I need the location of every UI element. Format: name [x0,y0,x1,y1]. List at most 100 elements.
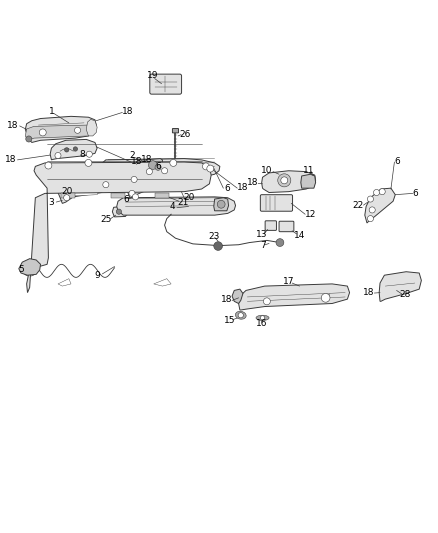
Text: 9: 9 [94,271,100,280]
Text: 4: 4 [169,203,175,212]
Text: 3: 3 [49,198,54,207]
Polygon shape [101,158,220,180]
Circle shape [146,168,152,175]
Circle shape [86,151,92,157]
Text: 12: 12 [305,210,316,219]
Circle shape [26,136,32,142]
Circle shape [321,294,330,302]
Circle shape [379,189,385,195]
Polygon shape [232,289,243,303]
Text: 23: 23 [208,231,219,240]
Circle shape [73,147,78,151]
Text: 18: 18 [141,156,153,164]
Polygon shape [19,259,41,275]
Text: 15: 15 [224,317,236,326]
Text: 2: 2 [129,151,135,160]
Circle shape [238,313,244,318]
Text: 1: 1 [49,108,54,117]
Circle shape [39,129,46,136]
Circle shape [155,164,161,171]
Polygon shape [111,192,125,198]
Circle shape [278,174,291,187]
Text: 18: 18 [5,156,17,164]
Text: 20: 20 [62,187,73,196]
Circle shape [131,176,137,182]
Circle shape [74,127,81,133]
Polygon shape [301,174,316,188]
Text: 18: 18 [221,295,233,304]
Polygon shape [86,119,97,136]
Text: 6: 6 [225,184,230,192]
Text: 18: 18 [122,107,133,116]
Ellipse shape [256,315,269,320]
Polygon shape [25,125,95,140]
Text: 7: 7 [261,241,266,250]
Text: 25: 25 [100,215,112,224]
Circle shape [85,159,92,166]
Text: 20: 20 [184,193,195,202]
Circle shape [367,215,374,222]
Text: 19: 19 [147,71,159,80]
Circle shape [367,196,374,202]
Circle shape [132,194,138,200]
Text: 11: 11 [303,166,314,175]
Text: 14: 14 [294,231,305,240]
Polygon shape [58,279,71,286]
Text: 18: 18 [7,122,18,131]
Text: 21: 21 [178,198,189,207]
Text: 8: 8 [79,150,85,159]
Circle shape [170,159,177,166]
Circle shape [55,152,61,158]
Circle shape [217,200,225,208]
FancyBboxPatch shape [150,74,182,94]
Polygon shape [127,168,171,198]
Circle shape [369,207,375,213]
Text: 18: 18 [364,288,375,297]
Polygon shape [261,171,316,192]
Text: 17: 17 [283,277,294,286]
Text: 6: 6 [395,157,400,166]
Circle shape [207,165,214,172]
Polygon shape [50,140,97,160]
Circle shape [202,163,209,170]
Circle shape [281,177,288,184]
Polygon shape [154,279,171,286]
Circle shape [374,189,380,196]
Circle shape [148,161,157,169]
Polygon shape [95,166,108,182]
Polygon shape [70,186,99,196]
Text: 28: 28 [399,290,411,300]
Ellipse shape [235,311,246,319]
Text: 10: 10 [261,166,272,175]
Polygon shape [25,116,96,142]
Circle shape [116,209,121,214]
Text: 26: 26 [180,130,191,139]
Polygon shape [144,158,162,172]
Circle shape [214,241,223,251]
FancyBboxPatch shape [265,221,276,230]
Polygon shape [239,284,350,310]
Polygon shape [117,197,236,215]
Circle shape [162,168,168,174]
FancyBboxPatch shape [279,221,294,232]
Circle shape [263,298,270,305]
Circle shape [64,195,70,201]
Polygon shape [61,192,75,198]
Circle shape [64,148,69,152]
Circle shape [129,190,135,197]
Text: 22: 22 [353,201,364,210]
Polygon shape [214,198,229,211]
Polygon shape [379,272,421,301]
Circle shape [45,162,52,169]
Text: 5: 5 [18,265,24,274]
Polygon shape [155,192,169,198]
Text: 6: 6 [124,196,129,205]
Text: 6: 6 [155,162,161,171]
Text: 16: 16 [256,319,268,328]
Text: 18: 18 [247,178,258,187]
Circle shape [260,316,265,320]
Circle shape [103,182,109,188]
Polygon shape [113,206,127,217]
Polygon shape [58,177,110,204]
Text: 6: 6 [413,189,419,198]
